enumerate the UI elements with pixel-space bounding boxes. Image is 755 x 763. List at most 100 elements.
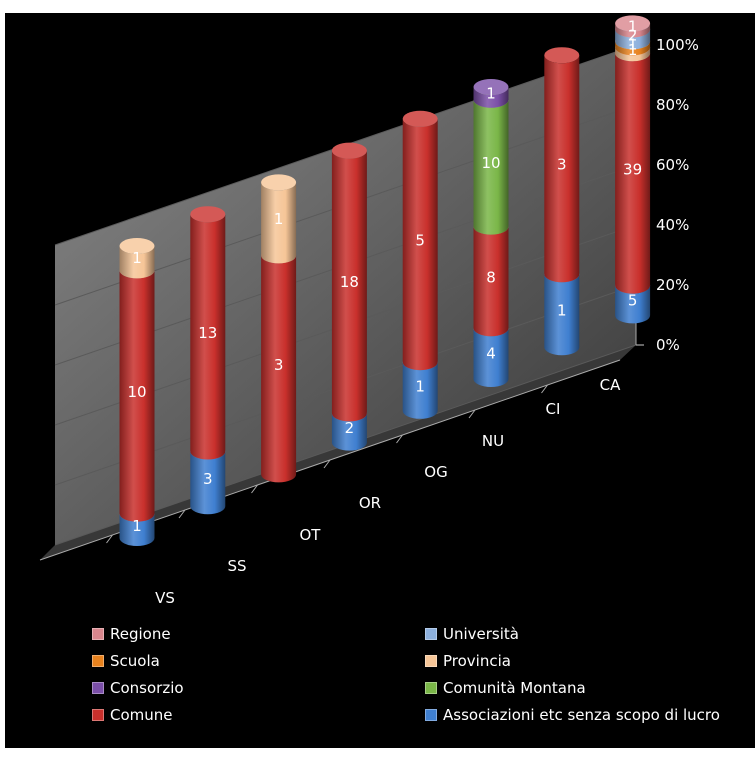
legend-label: Provincia — [443, 652, 511, 670]
legend-swatch — [92, 655, 104, 667]
legend-item: Scuola — [92, 652, 160, 670]
bar-column-OT — [261, 174, 297, 483]
data-label: 1 — [132, 249, 142, 267]
bar-segment — [119, 513, 155, 546]
x-tick — [541, 384, 548, 394]
bar-segment — [473, 87, 509, 108]
data-label: 3 — [557, 156, 567, 174]
y-tick-label: 40% — [656, 216, 689, 234]
bar-segment-top — [261, 174, 297, 191]
x-tick-label: NU — [482, 432, 504, 450]
legend-label: Scuola — [110, 652, 160, 670]
bar-segment — [615, 47, 651, 62]
bar-segment-top — [615, 15, 651, 32]
bar-segment — [473, 328, 509, 387]
bar-segment — [615, 285, 651, 324]
legend-label: Consorzio — [110, 679, 184, 697]
x-tick-label: SS — [227, 557, 246, 575]
bar-segment — [402, 362, 438, 419]
data-label: 1 — [486, 84, 496, 102]
bar-segment — [119, 270, 155, 522]
bar-segment — [261, 182, 297, 264]
bar-segment — [615, 41, 651, 56]
data-label: 3 — [203, 470, 213, 488]
x-tick — [106, 534, 113, 544]
bar-segment — [544, 55, 580, 283]
data-label: 13 — [198, 324, 217, 342]
data-label: 1 — [628, 17, 638, 35]
data-label: 4 — [486, 345, 496, 363]
x-tick — [468, 409, 476, 419]
bar-segment — [331, 150, 367, 422]
bar-column-CI — [544, 47, 580, 356]
bar-segment-top — [402, 110, 438, 127]
bar-segment — [473, 226, 509, 337]
data-label: 5 — [628, 292, 638, 310]
bar-segment-top — [190, 206, 226, 223]
data-label: 1 — [132, 517, 142, 535]
data-label: 1 — [274, 210, 284, 228]
legend-swatch — [92, 682, 104, 694]
legend-item: Comune — [92, 706, 173, 724]
x-tick — [251, 484, 258, 494]
bar-segment — [119, 246, 155, 279]
data-label: 1 — [415, 377, 425, 395]
y-tick-label: 80% — [656, 96, 689, 114]
legend-swatch — [425, 709, 437, 721]
bar-segment — [615, 53, 651, 294]
bar-segment — [615, 29, 651, 50]
y-tick-label: 20% — [656, 276, 689, 294]
bar-segment — [331, 413, 367, 451]
bar-segment — [544, 274, 580, 356]
bar-segment — [402, 118, 438, 371]
bar-segment — [261, 255, 297, 483]
x-tick-label: VS — [155, 589, 175, 607]
data-label: 3 — [274, 356, 284, 374]
data-label: 2 — [628, 26, 638, 44]
x-tick-label: OR — [359, 494, 381, 512]
bar-segment — [615, 23, 651, 38]
x-tick-label: OT — [300, 526, 322, 544]
data-label: 8 — [486, 268, 496, 286]
bar-column-NU — [473, 79, 509, 387]
data-label: 1 — [557, 302, 567, 320]
bar-segment — [190, 451, 226, 515]
legend-swatch — [425, 655, 437, 667]
legend-swatch — [425, 682, 437, 694]
legend-item: Consorzio — [92, 679, 184, 697]
data-label: 1 — [628, 35, 638, 53]
bar-segment — [473, 99, 509, 235]
x-tick — [396, 434, 403, 444]
legend-item: Regione — [92, 625, 171, 643]
bar-column-VS — [119, 238, 155, 546]
bar-segment-top — [331, 142, 367, 159]
legend-swatch — [425, 628, 437, 640]
bar-column-SS — [190, 206, 226, 515]
legend-label: Università — [443, 625, 519, 643]
floor — [40, 345, 636, 560]
data-label: 18 — [340, 273, 359, 291]
x-tick-label: OG — [424, 463, 447, 481]
x-tick-label: CI — [546, 400, 561, 418]
data-label: 1 — [628, 41, 638, 59]
y-tick-label: 100% — [656, 36, 699, 54]
bar-column-OR — [331, 142, 367, 451]
bar-segment — [190, 214, 226, 460]
legend-item: Comunità Montana — [425, 679, 586, 697]
bar-column-CA — [615, 15, 651, 324]
x-tick-label: CA — [600, 376, 621, 394]
legend-label: Regione — [110, 625, 171, 643]
bar-segment-top — [119, 238, 155, 254]
data-label: 10 — [481, 154, 500, 172]
legend-label: Comune — [110, 706, 173, 724]
legend-label: Comunità Montana — [443, 679, 586, 697]
y-tick-label: 60% — [656, 156, 689, 174]
y-tick-label: 0% — [656, 336, 680, 354]
legend-item: Associazioni etc senza scopo di lucro — [425, 706, 720, 724]
bar-segment-top — [544, 47, 580, 64]
bar-segment-top — [473, 79, 509, 95]
data-label: 39 — [623, 160, 642, 178]
data-label: 2 — [345, 419, 355, 437]
